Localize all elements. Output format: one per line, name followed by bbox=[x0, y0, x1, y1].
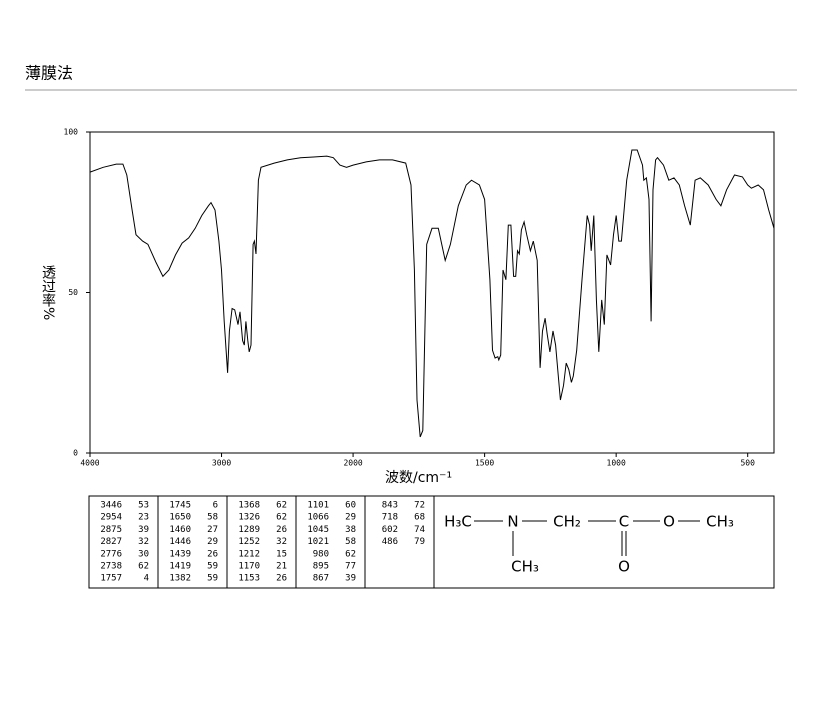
peak-transmittance: 58 bbox=[345, 537, 356, 547]
peak-transmittance: 62 bbox=[276, 501, 287, 511]
peak-transmittance: 62 bbox=[345, 549, 356, 559]
peak-transmittance: 77 bbox=[345, 562, 356, 572]
plot-frame bbox=[89, 131, 775, 454]
peak-wavenumber: 1745 bbox=[169, 501, 191, 511]
y-tick-label: 100 bbox=[64, 128, 79, 137]
peak-wavenumber: 2776 bbox=[100, 549, 122, 559]
peak-transmittance: 21 bbox=[276, 562, 287, 572]
peak-transmittance: 74 bbox=[414, 525, 425, 535]
peak-transmittance: 68 bbox=[414, 513, 425, 523]
peak-transmittance: 62 bbox=[276, 513, 287, 523]
atom-label: CH₃ bbox=[706, 513, 734, 531]
peak-transmittance: 59 bbox=[207, 562, 218, 572]
atom-label: O bbox=[663, 513, 675, 531]
peak-transmittance: 27 bbox=[207, 525, 218, 535]
atom-label: N bbox=[507, 513, 518, 531]
peak-transmittance: 62 bbox=[138, 562, 149, 572]
peak-wavenumber: 1153 bbox=[238, 574, 260, 584]
peak-transmittance: 4 bbox=[144, 574, 149, 584]
peak-transmittance: 53 bbox=[138, 501, 149, 511]
peak-wavenumber: 1170 bbox=[238, 562, 260, 572]
atom-label: O bbox=[618, 558, 630, 576]
peak-transmittance: 60 bbox=[345, 501, 356, 511]
peak-wavenumber: 486 bbox=[382, 537, 398, 547]
y-axis-label: 透过率% bbox=[40, 265, 56, 320]
peak-transmittance: 72 bbox=[414, 501, 425, 511]
peak-wavenumber: 1368 bbox=[238, 501, 260, 511]
peak-wavenumber: 1439 bbox=[169, 549, 191, 559]
peak-wavenumber: 1419 bbox=[169, 562, 191, 572]
peak-transmittance: 39 bbox=[345, 574, 356, 584]
y-tick-label: 50 bbox=[68, 288, 78, 297]
peak-wavenumber: 867 bbox=[313, 574, 329, 584]
structure-bonds bbox=[474, 520, 700, 556]
spectrum-line bbox=[89, 149, 775, 438]
peak-wavenumber: 895 bbox=[313, 562, 329, 572]
peak-wavenumber: 1650 bbox=[169, 513, 191, 523]
atom-label: H₃C bbox=[444, 513, 472, 531]
peak-wavenumber: 3446 bbox=[100, 501, 122, 511]
table-frame bbox=[88, 495, 775, 589]
peak-transmittance: 26 bbox=[276, 525, 287, 535]
y-tick-label: 0 bbox=[73, 449, 78, 458]
x-tick-label: 1500 bbox=[475, 459, 494, 468]
peak-wavenumber: 1289 bbox=[238, 525, 260, 535]
peak-wavenumber: 1382 bbox=[169, 574, 191, 584]
x-tick-label: 4000 bbox=[80, 459, 99, 468]
peak-wavenumber: 2738 bbox=[100, 562, 122, 572]
peak-wavenumber: 1101 bbox=[307, 501, 329, 511]
x-tick-label: 1000 bbox=[607, 459, 626, 468]
x-tick-label: 3000 bbox=[212, 459, 231, 468]
peak-wavenumber: 843 bbox=[382, 501, 398, 511]
peak-wavenumber: 718 bbox=[382, 513, 398, 523]
peak-transmittance: 6 bbox=[213, 501, 218, 511]
peak-wavenumber: 602 bbox=[382, 525, 398, 535]
peak-wavenumber: 1045 bbox=[307, 525, 329, 535]
peak-wavenumber: 1066 bbox=[307, 513, 329, 523]
peak-wavenumber: 1212 bbox=[238, 549, 260, 559]
peak-wavenumber: 2875 bbox=[100, 525, 122, 535]
peak-transmittance: 58 bbox=[207, 513, 218, 523]
atom-label: CH₂ bbox=[553, 513, 581, 531]
peak-wavenumber: 980 bbox=[313, 549, 329, 559]
peak-transmittance: 23 bbox=[138, 513, 149, 523]
page-title: 薄膜法 bbox=[25, 64, 73, 83]
peak-transmittance: 29 bbox=[207, 537, 218, 547]
peak-transmittance: 39 bbox=[138, 525, 149, 535]
peak-wavenumber: 1021 bbox=[307, 537, 329, 547]
peak-wavenumber: 1326 bbox=[238, 513, 260, 523]
peak-transmittance: 26 bbox=[276, 574, 287, 584]
peak-transmittance: 59 bbox=[207, 574, 218, 584]
peak-wavenumber: 1252 bbox=[238, 537, 260, 547]
peak-wavenumber: 2954 bbox=[100, 513, 122, 523]
peak-wavenumber: 1446 bbox=[169, 537, 191, 547]
peak-transmittance: 32 bbox=[276, 537, 287, 547]
x-tick-label: 500 bbox=[740, 459, 755, 468]
peak-transmittance: 30 bbox=[138, 549, 149, 559]
peak-wavenumber: 1757 bbox=[100, 574, 122, 584]
x-tick-label: 2000 bbox=[343, 459, 362, 468]
peak-transmittance: 32 bbox=[138, 537, 149, 547]
peak-transmittance: 26 bbox=[207, 549, 218, 559]
peak-wavenumber: 2827 bbox=[100, 537, 122, 547]
atom-label: CH₃ bbox=[511, 558, 539, 576]
peak-transmittance: 79 bbox=[414, 537, 425, 547]
peak-transmittance: 29 bbox=[345, 513, 356, 523]
peak-transmittance: 38 bbox=[345, 525, 356, 535]
peak-transmittance: 15 bbox=[276, 549, 287, 559]
peak-wavenumber: 1460 bbox=[169, 525, 191, 535]
x-axis-label: 波数/cm⁻¹ bbox=[385, 470, 452, 486]
atom-label: C bbox=[619, 513, 629, 531]
